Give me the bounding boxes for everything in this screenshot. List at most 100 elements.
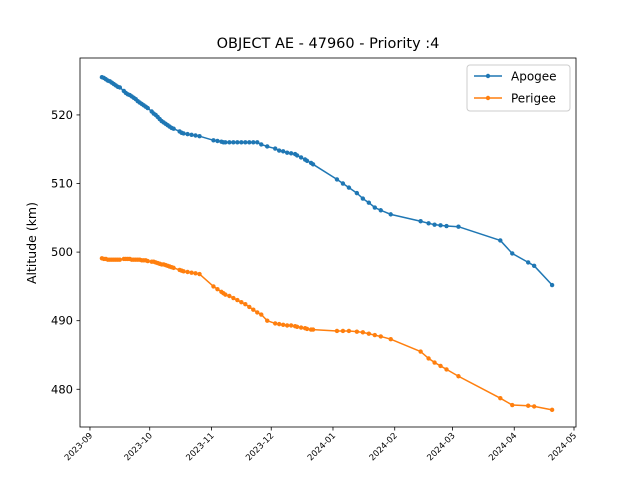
apogee-point (243, 140, 248, 145)
perigee-point (197, 271, 202, 277)
perigee-point (215, 286, 220, 292)
perigee-point (239, 299, 244, 305)
apogee-point (498, 238, 503, 243)
apogee-point (531, 263, 537, 269)
y-tick-label: 480 (51, 382, 73, 396)
perigee-point (294, 324, 300, 330)
apogee-point (215, 138, 220, 144)
apogee-point (259, 142, 264, 147)
legend: Apogee Perigee (466, 64, 571, 112)
perigee-point (255, 310, 260, 315)
perigee-point (498, 395, 503, 401)
perigee-point (231, 295, 236, 301)
perigee-point (273, 321, 278, 326)
apogee-point (227, 140, 232, 145)
perigee-point (227, 293, 232, 299)
legend-marker-apogee (485, 73, 491, 79)
apogee-point (346, 185, 352, 190)
perigee-point (277, 321, 282, 327)
apogee-point (280, 149, 286, 154)
perigee-point (372, 332, 378, 338)
perigee-point (510, 402, 515, 408)
perigee-point (456, 374, 461, 379)
apogee-point (294, 153, 300, 158)
apogee-point (418, 219, 423, 224)
apogee-point (438, 223, 443, 228)
apogee-point (360, 196, 366, 201)
perigee-point (346, 328, 352, 334)
perigee-point (189, 270, 194, 275)
apogee-point (171, 126, 176, 131)
apogee-point (145, 105, 150, 111)
apogee-point (239, 140, 244, 145)
chart-title: OBJECT AE - 47960 - Priority :4 (217, 36, 440, 52)
perigee-point (247, 304, 252, 310)
perigee-point (284, 323, 290, 328)
perigee-point (444, 367, 449, 372)
perigee-point (193, 271, 198, 276)
apogee-point (304, 158, 310, 164)
apogee-point (211, 138, 216, 143)
perigee-point (304, 326, 310, 332)
perigee-point (366, 331, 372, 336)
perigee-point (265, 318, 270, 323)
perigee-point (280, 322, 286, 327)
apogee-point (549, 282, 555, 288)
apogee-point (340, 181, 346, 186)
perigee-point (171, 265, 176, 271)
apogee-point (189, 132, 194, 138)
apogee-point (223, 140, 228, 145)
perigee-point (145, 258, 150, 264)
y-tick-label: 490 (51, 314, 73, 328)
apogee-point (372, 205, 378, 210)
apogee-point (334, 177, 340, 182)
apogee-point (288, 151, 294, 156)
perigee-point (525, 403, 531, 408)
legend-marker-perigee (485, 95, 491, 101)
perigee-point (418, 349, 423, 354)
perigee-point (288, 323, 294, 328)
apogee-point (265, 144, 270, 149)
apogee-point (255, 140, 260, 145)
perigee-point (251, 307, 256, 312)
apogee-point (273, 146, 278, 151)
legend-label-perigee: Perigee (511, 92, 556, 106)
y-axis-label: Altitude (km) (24, 202, 39, 284)
perigee-point (334, 328, 340, 334)
perigee-point (432, 360, 437, 365)
perigee-point (243, 302, 248, 307)
perigee-point (426, 356, 431, 361)
apogee-point (277, 148, 282, 153)
perigee-point (181, 269, 186, 274)
perigee-point (360, 330, 366, 335)
apogee-point (432, 222, 437, 227)
apogee-point (366, 200, 372, 205)
perigee-point (310, 327, 316, 332)
apogee-point (193, 133, 198, 138)
perigee-point (531, 404, 537, 409)
y-tick-label: 500 (51, 245, 73, 259)
perigee-point (185, 269, 190, 275)
apogee-point (354, 190, 360, 196)
perigee-point (438, 363, 443, 369)
apogee-point (310, 162, 316, 167)
perigee-point (117, 257, 123, 262)
apogee-point (251, 140, 256, 145)
apogee-point (181, 131, 186, 136)
apogee-point (456, 224, 461, 229)
apogee-point (247, 140, 252, 145)
legend-label-apogee: Apogee (511, 70, 557, 84)
apogee-point (197, 133, 202, 139)
apogee-point (298, 155, 304, 160)
apogee-point (426, 221, 431, 226)
y-tick-label: 510 (51, 177, 73, 191)
plot-frame (79, 57, 577, 428)
perigee-point (223, 292, 228, 297)
apogee-point (231, 140, 236, 145)
apogee-point (117, 85, 123, 90)
perigee-point (340, 328, 346, 334)
perigee-point (388, 337, 393, 342)
apogee-point (378, 208, 383, 213)
perigee-point (259, 312, 264, 317)
